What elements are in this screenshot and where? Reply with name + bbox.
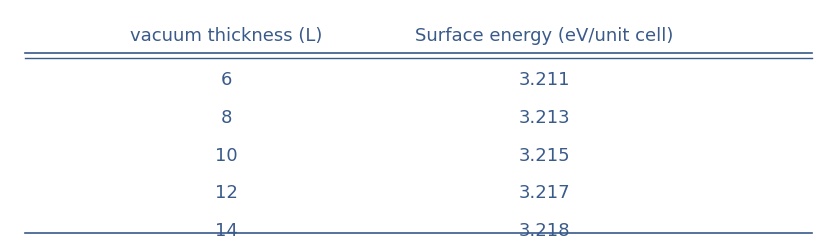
Text: 12: 12 bbox=[214, 184, 237, 202]
Text: 10: 10 bbox=[214, 147, 237, 165]
Text: 6: 6 bbox=[220, 71, 232, 89]
Text: 3.213: 3.213 bbox=[517, 109, 569, 127]
Text: 3.211: 3.211 bbox=[517, 71, 569, 89]
Text: Surface energy (eV/unit cell): Surface energy (eV/unit cell) bbox=[415, 27, 672, 45]
Text: 3.218: 3.218 bbox=[517, 222, 569, 240]
Text: 14: 14 bbox=[214, 222, 237, 240]
Text: 8: 8 bbox=[220, 109, 232, 127]
Text: vacuum thickness (L): vacuum thickness (L) bbox=[130, 27, 322, 45]
Text: 3.217: 3.217 bbox=[517, 184, 569, 202]
Text: 3.215: 3.215 bbox=[517, 147, 569, 165]
